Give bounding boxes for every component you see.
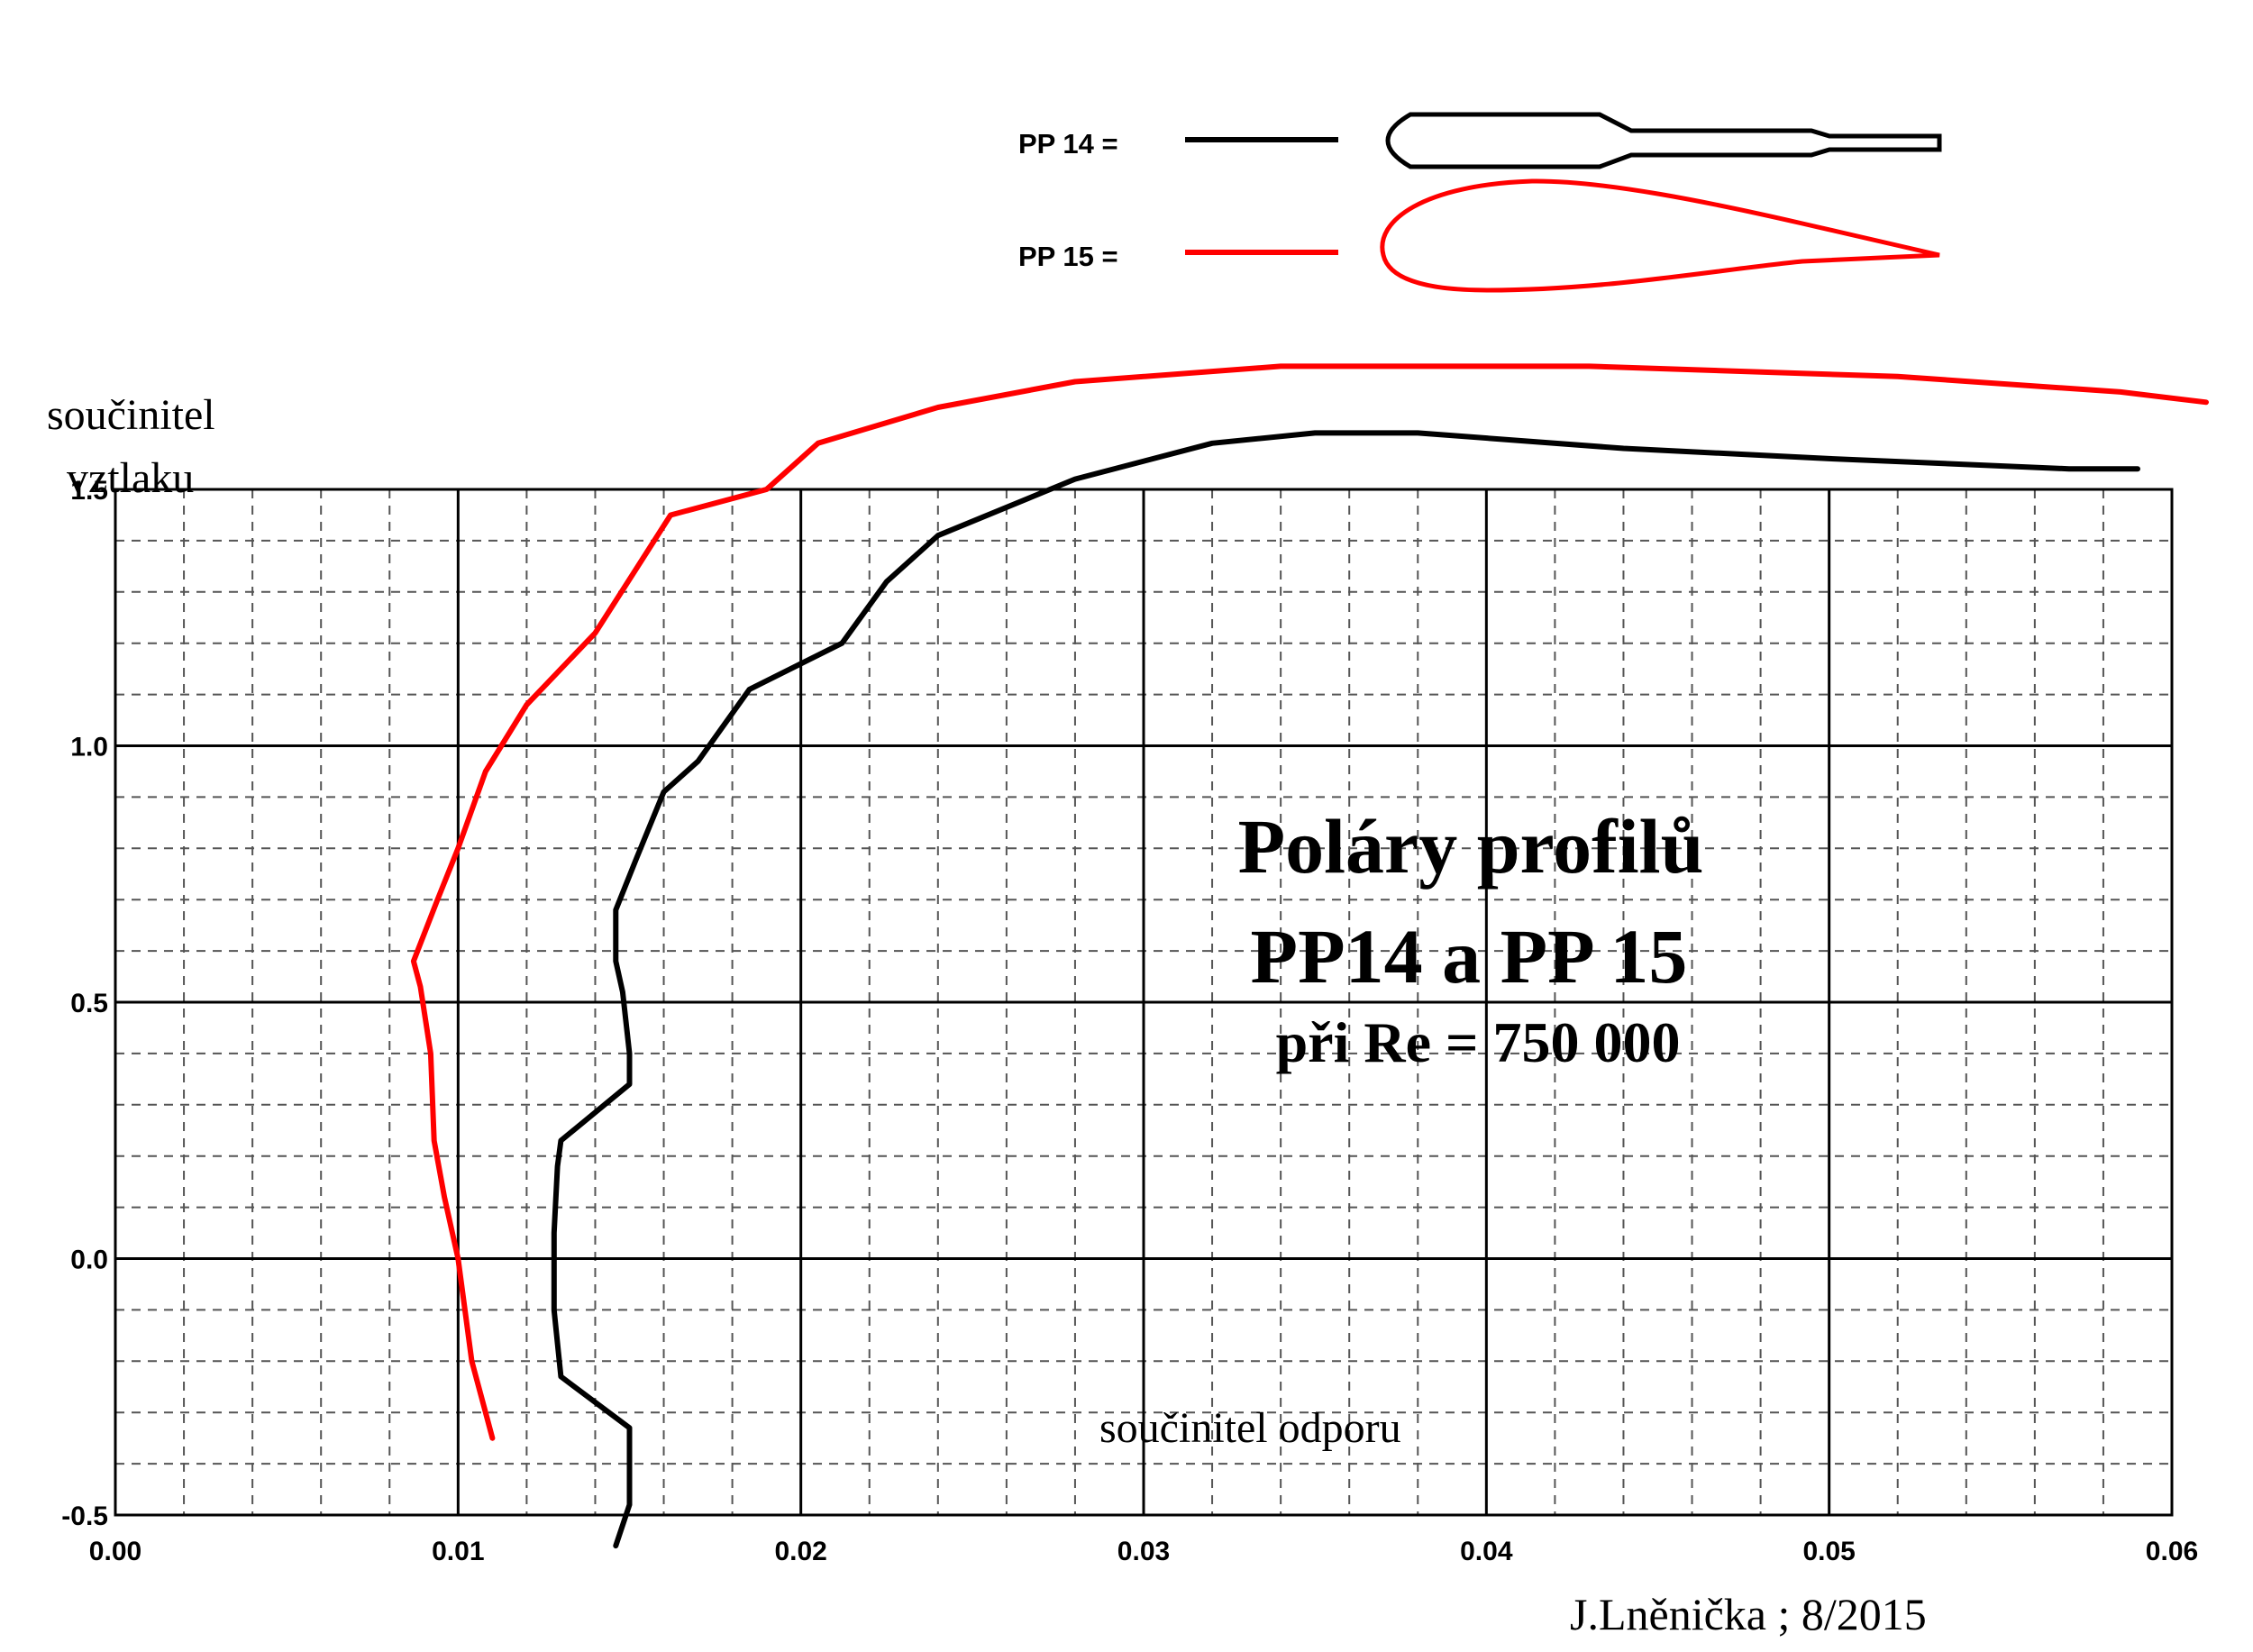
y-tick-label: 1.0 <box>70 733 108 762</box>
series-line-pp14 <box>551 430 2140 1549</box>
series-layer <box>410 363 2209 1549</box>
chart-subtitle: PP14 a PP 15 <box>1251 913 1688 999</box>
x-tick-label: 0.04 <box>1460 1537 1513 1566</box>
chart-title: Poláry profilů <box>1238 803 1704 890</box>
legend-profile-pp14-icon <box>1385 112 1942 169</box>
y-tick-label: 0.5 <box>70 989 108 1018</box>
y-tick-label: -0.5 <box>61 1501 108 1531</box>
x-tick-labels: 0.00 0.01 0.02 0.03 0.04 0.05 0.06 <box>89 1537 2198 1566</box>
x-tick-label: 0.06 <box>2146 1537 2198 1566</box>
legend-label-pp14: PP 14 = <box>1018 128 1118 160</box>
y-axis-label-line2: vztlaku <box>67 454 194 502</box>
y-axis-label-line1: součinitel <box>47 391 215 439</box>
x-tick-label: 0.01 <box>432 1537 484 1566</box>
legend: PP 14 = PP 15 = <box>1018 112 1942 293</box>
x-axis-label: součinitel odporu <box>1099 1404 1401 1452</box>
x-tick-label: 0.05 <box>1802 1537 1855 1566</box>
y-tick-label: 1.5 <box>70 476 108 506</box>
legend-profile-pp15-icon <box>1380 178 1940 293</box>
series-line-pp15 <box>410 363 2209 1441</box>
legend-label-pp15: PP 15 = <box>1018 241 1118 272</box>
y-tick-labels: -0.5 0.0 0.5 1.0 1.5 <box>61 476 108 1531</box>
x-tick-label: 0.00 <box>89 1537 141 1566</box>
author-credit: J.Lněnička ; 8/2015 <box>1570 1589 1927 1639</box>
x-tick-label: 0.02 <box>774 1537 826 1566</box>
x-tick-label: 0.03 <box>1117 1537 1170 1566</box>
y-tick-label: 0.0 <box>70 1246 108 1275</box>
plot-frame <box>114 488 2174 1517</box>
reynolds-condition: při Re = 750 000 <box>1276 1010 1681 1074</box>
